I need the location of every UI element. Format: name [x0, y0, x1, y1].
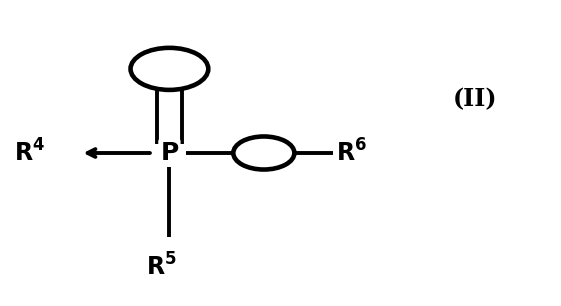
Text: $\mathbf{R^6}$: $\mathbf{R^6}$	[336, 140, 367, 166]
Circle shape	[233, 136, 295, 170]
Text: $\mathbf{R^5}$: $\mathbf{R^5}$	[146, 254, 177, 281]
Text: $\mathbf{R^4}$: $\mathbf{R^4}$	[14, 140, 45, 166]
Text: (II): (II)	[453, 87, 497, 111]
Text: P: P	[160, 141, 178, 165]
Circle shape	[131, 48, 208, 90]
